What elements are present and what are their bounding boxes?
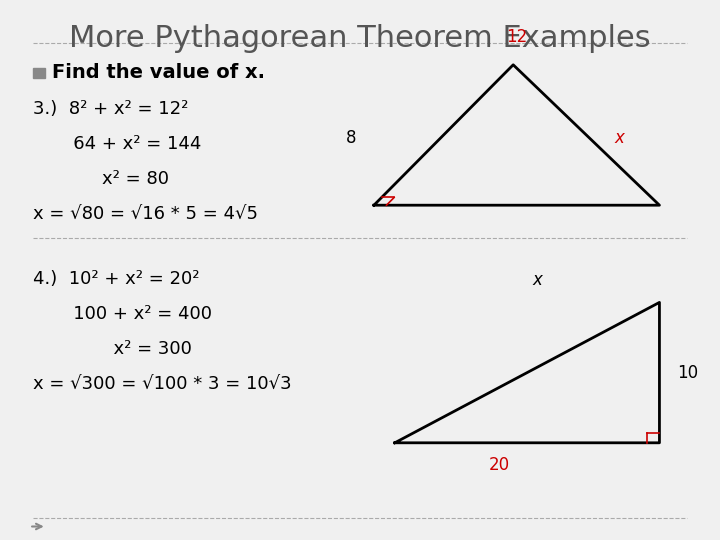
Text: x = √300 = √100 * 3 = 10√3: x = √300 = √100 * 3 = 10√3 [32, 375, 292, 393]
Text: x² = 80: x² = 80 [32, 170, 168, 188]
Text: More Pythagorean Theorem Examples: More Pythagorean Theorem Examples [69, 24, 651, 53]
Text: x = √80 = √16 * 5 = 4√5: x = √80 = √16 * 5 = 4√5 [32, 205, 258, 223]
Text: 3.)  8² + x² = 12²: 3.) 8² + x² = 12² [32, 100, 188, 118]
Text: 20: 20 [489, 456, 510, 474]
Text: 4.)  10² + x² = 20²: 4.) 10² + x² = 20² [32, 270, 199, 288]
Text: 12: 12 [506, 28, 527, 46]
Text: 8: 8 [346, 129, 356, 147]
Text: x² = 300: x² = 300 [32, 340, 192, 358]
Text: 10: 10 [677, 363, 698, 382]
Bar [32, 68, 45, 78]
Text: x: x [614, 129, 624, 147]
Text: x: x [533, 271, 542, 289]
Text: 64 + x² = 144: 64 + x² = 144 [32, 135, 201, 153]
Text: 100 + x² = 400: 100 + x² = 400 [32, 305, 212, 323]
Text: Find the value of x.: Find the value of x. [53, 63, 265, 83]
